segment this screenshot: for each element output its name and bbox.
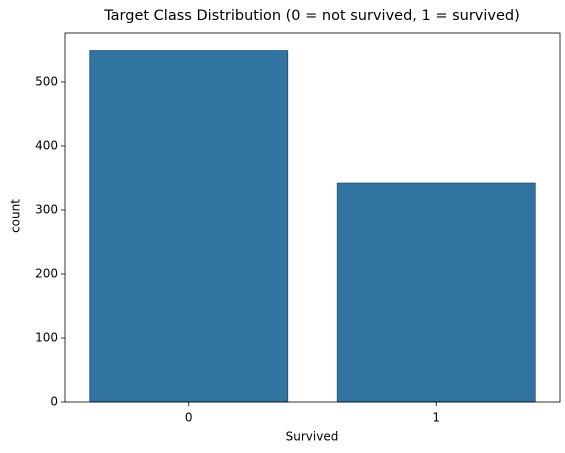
y-tick-label: 0 [50, 395, 58, 409]
x-tick-label: 1 [432, 411, 440, 425]
bar [336, 182, 536, 403]
y-tick-label: 200 [35, 266, 58, 280]
y-axis-label: count [9, 199, 23, 233]
x-tick-label: 0 [185, 411, 193, 425]
x-axis-label: Survived [286, 430, 339, 444]
y-tick-label: 300 [35, 202, 58, 216]
y-tick-label: 100 [35, 330, 58, 344]
y-tick-label: 400 [35, 138, 58, 152]
y-tick-label: 500 [35, 74, 58, 88]
plot-frame [64, 32, 561, 403]
bar [89, 50, 289, 403]
chart-title: Target Class Distribution (0 = not survi… [103, 8, 520, 24]
